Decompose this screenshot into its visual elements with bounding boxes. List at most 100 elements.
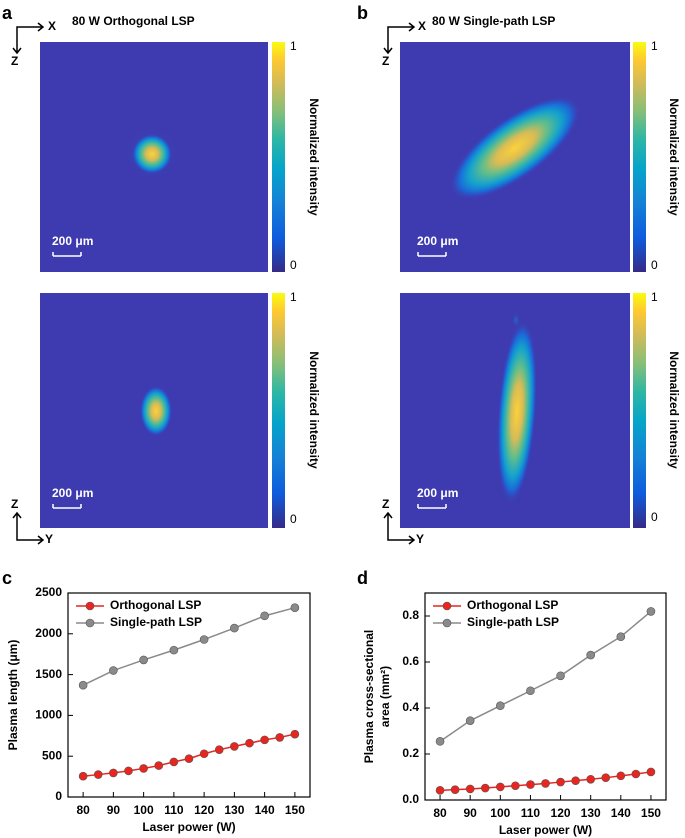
legend-marker xyxy=(442,601,452,611)
data-point xyxy=(124,766,133,776)
data-point xyxy=(571,776,580,785)
heatmap-spot xyxy=(132,134,172,174)
series-line xyxy=(82,606,296,686)
axis-letter: Z xyxy=(382,54,389,68)
data-point xyxy=(230,623,239,633)
legend-label: Single-path LSP xyxy=(110,615,202,629)
plot-frame xyxy=(67,592,311,798)
x-axis-label: Laser power (W) xyxy=(499,823,592,837)
data-point xyxy=(541,779,550,788)
panel-label: c xyxy=(2,568,12,588)
x-tick-label: 120 xyxy=(194,803,214,817)
colorbar-label: 0 xyxy=(651,510,658,524)
colorbar-label: 0 xyxy=(290,258,297,272)
data-point xyxy=(616,632,626,642)
legend-marker xyxy=(85,618,95,628)
x-tick-label: 90 xyxy=(464,806,478,820)
data-point xyxy=(511,781,520,791)
colorbar-label: 0 xyxy=(651,258,658,272)
x-tick-label: 80 xyxy=(76,803,90,817)
colorbar-label: 1 xyxy=(290,290,297,304)
axis-indicator xyxy=(12,22,45,55)
x-tick-label: 130 xyxy=(581,806,601,820)
scale-bar-label: 200 μm xyxy=(52,486,93,500)
axis-letter: Y xyxy=(45,532,53,546)
data-point xyxy=(435,786,445,795)
data-point xyxy=(465,784,475,794)
heatmap-spot xyxy=(496,320,538,504)
colorbar-label: 1 xyxy=(651,290,658,304)
x-tick-label: 150 xyxy=(285,803,305,817)
legend-label: Orthogonal LSP xyxy=(110,598,201,612)
data-point xyxy=(260,611,269,621)
data-point xyxy=(109,768,118,778)
panel-b: b 80 W Single-path LSP X Z 200 μm 1 0 No… xyxy=(357,3,681,546)
axis-letter: Y xyxy=(416,532,424,546)
legend-marker xyxy=(85,601,95,611)
x-axis-label: Laser power (W) xyxy=(142,820,235,834)
legend-label: Orthogonal LSP xyxy=(467,598,558,612)
scale-bar xyxy=(52,504,82,509)
data-point xyxy=(556,777,565,787)
y-tick-label: 1000 xyxy=(35,708,62,722)
plot-frame xyxy=(424,592,667,801)
x-tick-label: 110 xyxy=(521,806,541,820)
data-point xyxy=(260,735,269,745)
data-point xyxy=(275,733,285,742)
colorbar-title: Normalized intensity xyxy=(667,98,681,216)
data-point xyxy=(139,764,148,773)
data-point xyxy=(199,635,209,644)
colorbar-title: Normalized intensity xyxy=(667,351,681,469)
axis-letter: X xyxy=(418,19,426,33)
axis-letter: Z xyxy=(382,497,389,511)
data-point xyxy=(496,701,505,711)
data-point xyxy=(230,742,239,751)
heatmap-spot xyxy=(140,386,172,436)
data-point xyxy=(169,757,179,767)
x-tick-label: 100 xyxy=(490,806,510,820)
x-tick-label: 90 xyxy=(107,803,121,817)
heatmap-spot xyxy=(449,96,581,200)
heatmap-spot xyxy=(512,312,520,328)
panel-a: a 80 W Orthogonal LSP X Z 200 μm 1 0 Nor… xyxy=(2,3,321,546)
panel-label: d xyxy=(357,568,368,588)
panel-title: 80 W Single-path LSP xyxy=(432,14,555,28)
y-tick-label: 0.0 xyxy=(402,792,419,806)
data-point xyxy=(214,745,224,754)
y-tick-label: 0.4 xyxy=(402,700,419,714)
axis-letter: Z xyxy=(11,497,18,511)
data-point xyxy=(199,749,209,759)
legend-marker xyxy=(442,618,452,628)
y-axis-label: Plasma cross-sectional xyxy=(362,630,376,763)
y-tick-label: 0.8 xyxy=(402,608,419,622)
data-point xyxy=(556,671,565,681)
data-point xyxy=(480,783,490,793)
data-point xyxy=(631,769,641,779)
data-point xyxy=(496,782,505,792)
axis-indicator xyxy=(383,22,416,55)
panel-label: a xyxy=(2,3,13,23)
data-point xyxy=(601,773,611,782)
data-point xyxy=(169,645,179,655)
y-tick-label: 0.6 xyxy=(402,654,419,668)
data-point xyxy=(290,603,300,612)
data-point xyxy=(465,716,475,725)
colorbar xyxy=(633,42,646,272)
panel-title: 80 W Orthogonal LSP xyxy=(72,14,195,28)
legend-label: Single-path LSP xyxy=(467,615,559,629)
x-tick-label: 100 xyxy=(134,803,154,817)
colorbar xyxy=(633,293,646,528)
y-tick-label: 2000 xyxy=(35,626,62,640)
data-point xyxy=(450,785,460,794)
data-point xyxy=(526,780,535,789)
data-point xyxy=(526,686,535,696)
scale-bar xyxy=(417,252,447,257)
y-tick-label: 0.2 xyxy=(402,746,419,760)
colorbar-label: 0 xyxy=(290,512,297,526)
scale-bar-label: 200 μm xyxy=(417,486,458,500)
data-point xyxy=(78,771,88,781)
data-point xyxy=(646,767,656,777)
data-point xyxy=(586,774,595,784)
data-point xyxy=(586,650,595,660)
